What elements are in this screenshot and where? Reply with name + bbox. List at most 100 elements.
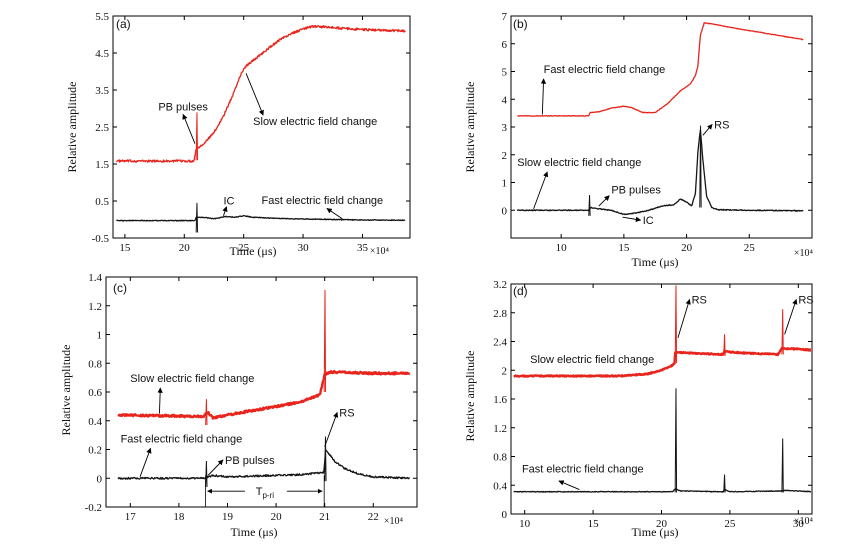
y-tick-label: 6 bbox=[502, 39, 508, 51]
panel-a-plot: 15 20 25 30 35 -0.5 0.5 1.5 2.5 3.5 4.5 5.5 PB pulse… bbox=[92, 11, 411, 254]
series-line bbox=[513, 346, 811, 378]
annotation-label: IC bbox=[223, 196, 234, 208]
annotation-label: Fast electric field change bbox=[262, 195, 384, 207]
annotation-arrow bbox=[540, 78, 547, 115]
y-tick-label: 0.2 bbox=[88, 445, 102, 457]
y-tick-label: 3 bbox=[502, 122, 508, 134]
y-tick-label: 1 bbox=[97, 330, 103, 342]
annotation-arrow bbox=[182, 113, 196, 144]
series-line bbox=[117, 448, 411, 480]
x-tick-label: 19 bbox=[222, 511, 234, 523]
y-tick-label: 0.5 bbox=[95, 196, 109, 208]
panel-b-label: (b) bbox=[513, 17, 528, 31]
annotation-arrow bbox=[222, 206, 228, 216]
spike-mark bbox=[323, 289, 327, 393]
x-tick-label: 20 bbox=[656, 518, 668, 530]
annotation-arrow bbox=[598, 195, 610, 207]
panel-c-label: (c) bbox=[113, 281, 127, 295]
panel-c-x-multiplier: ×10⁴ bbox=[384, 516, 404, 527]
x-tick-label: 22 bbox=[368, 511, 379, 523]
panel-d: 10 15 20 25 30 0 0.4 0.8 1.2 1.6 2 2.4 2.8 3.2 RS RS Slo… bbox=[463, 279, 814, 539]
series-line bbox=[117, 369, 411, 420]
annotation-label: Fast electric field change bbox=[522, 463, 644, 475]
y-tick-label: 1.5 bbox=[95, 159, 109, 171]
y-tick-label: 0.6 bbox=[88, 387, 102, 399]
panel-c-ylabel: Relative amplitude bbox=[59, 345, 73, 436]
annotation-arrow bbox=[157, 387, 163, 414]
y-tick-label: 1.6 bbox=[493, 394, 507, 406]
spike-mark bbox=[699, 125, 702, 208]
y-tick-label: 2.4 bbox=[493, 337, 507, 349]
spike-mark bbox=[723, 334, 726, 356]
annotation-arrow bbox=[784, 298, 798, 335]
y-tick-label: 1.2 bbox=[88, 301, 102, 313]
series-line bbox=[116, 214, 406, 222]
panel-b: 10 15 20 25 0 1 2 3 4 5 6 7 Fast electric field chan… bbox=[463, 11, 813, 269]
annotation-label: Slow electric field change bbox=[530, 354, 654, 366]
panel-a-label: (a) bbox=[116, 17, 131, 31]
y-tick-label: 3.5 bbox=[95, 85, 109, 97]
plot-frame bbox=[105, 276, 418, 508]
annotation-label: Fast electric field change bbox=[121, 433, 243, 445]
annotation-arrow bbox=[622, 216, 642, 223]
annotation-arrow bbox=[533, 171, 549, 210]
panel-c-xlabel: Time (μs) bbox=[231, 525, 278, 539]
y-tick-label: -0.5 bbox=[92, 233, 110, 245]
annotation-arrow bbox=[326, 208, 343, 220]
x-tick-label: 25 bbox=[238, 242, 250, 254]
x-tick-label: 15 bbox=[119, 242, 131, 254]
y-tick-label: 0.4 bbox=[493, 480, 507, 492]
annotation-label: RS bbox=[339, 407, 354, 419]
annotation-label: IC bbox=[643, 215, 654, 227]
panel-b-ylabel: Relative amplitude bbox=[463, 82, 477, 173]
x-tick-label: 15 bbox=[588, 518, 600, 530]
panel-a-xlabel: Time (μs) bbox=[230, 244, 277, 258]
series-line bbox=[517, 22, 804, 117]
annotation-arrow bbox=[702, 123, 713, 136]
panel-b-x-multiplier: ×10⁴ bbox=[794, 248, 814, 259]
y-tick-label: 1.2 bbox=[493, 423, 507, 435]
panel-c-interval-sub: p-ri bbox=[262, 491, 274, 500]
y-tick-label: 0 bbox=[97, 473, 103, 485]
x-tick-label: 10 bbox=[556, 242, 568, 254]
panel-b-plot: 10 15 20 25 0 1 2 3 4 5 6 7 Fast electric field chan… bbox=[502, 11, 813, 254]
spike-mark bbox=[195, 202, 199, 233]
panel-a-ylabel: Relative amplitude bbox=[65, 82, 79, 173]
spike-mark bbox=[781, 438, 784, 493]
spike-mark bbox=[723, 474, 726, 493]
series-line bbox=[116, 24, 406, 163]
y-tick-label: 1.4 bbox=[88, 272, 102, 284]
y-tick-label: 0 bbox=[502, 509, 508, 521]
plot-frame bbox=[510, 15, 813, 239]
x-tick-label: 20 bbox=[179, 242, 191, 254]
panel-d-x-multiplier: ×10⁴ bbox=[794, 516, 814, 527]
panel-d-xlabel: Time (μs) bbox=[632, 525, 679, 539]
x-tick-label: 18 bbox=[173, 511, 185, 523]
x-tick-label: 25 bbox=[724, 518, 736, 530]
y-tick-label: 5 bbox=[502, 67, 508, 79]
spike-mark bbox=[674, 388, 678, 493]
annotation-label: PB pulses bbox=[158, 101, 208, 113]
x-tick-label: 30 bbox=[298, 242, 310, 254]
panel-d-plot: 10 15 20 25 30 0 0.4 0.8 1.2 1.6 2 2.4 2.8 3.2 RS RS Slo… bbox=[493, 279, 813, 530]
spike-mark bbox=[324, 436, 327, 482]
y-tick-label: 0.8 bbox=[88, 358, 102, 370]
annotation-arrow bbox=[139, 447, 152, 477]
x-tick-label: 20 bbox=[271, 511, 283, 523]
y-tick-label: 0.8 bbox=[493, 452, 507, 464]
x-tick-label: 30 bbox=[793, 518, 805, 530]
series-line bbox=[516, 129, 804, 216]
annotation-arrow bbox=[558, 480, 580, 490]
panel-a: 15 20 25 30 35 -0.5 0.5 1.5 2.5 3.5 4.5 5.5 PB pulse… bbox=[65, 11, 411, 258]
annotation-label: PB pulses bbox=[225, 455, 275, 467]
annotation-label: Slow electric field change bbox=[517, 157, 641, 169]
series-line bbox=[513, 488, 811, 493]
spike-mark bbox=[781, 309, 784, 355]
panel-c: 17 18 19 20 21 22 -0.2 0 0.2 0.4 0.6 0.8 1 1.2 1.4 Slow… bbox=[59, 272, 418, 539]
spike-mark bbox=[205, 399, 208, 426]
panel-c-plot: 17 18 19 20 21 22 -0.2 0 0.2 0.4 0.6 0.8 1 1.2 1.4 Slow… bbox=[85, 272, 418, 523]
panel-a-x-multiplier: ×10⁴ bbox=[370, 246, 390, 257]
annotation-label: PB pulses bbox=[611, 185, 661, 197]
spike-mark bbox=[674, 285, 678, 364]
